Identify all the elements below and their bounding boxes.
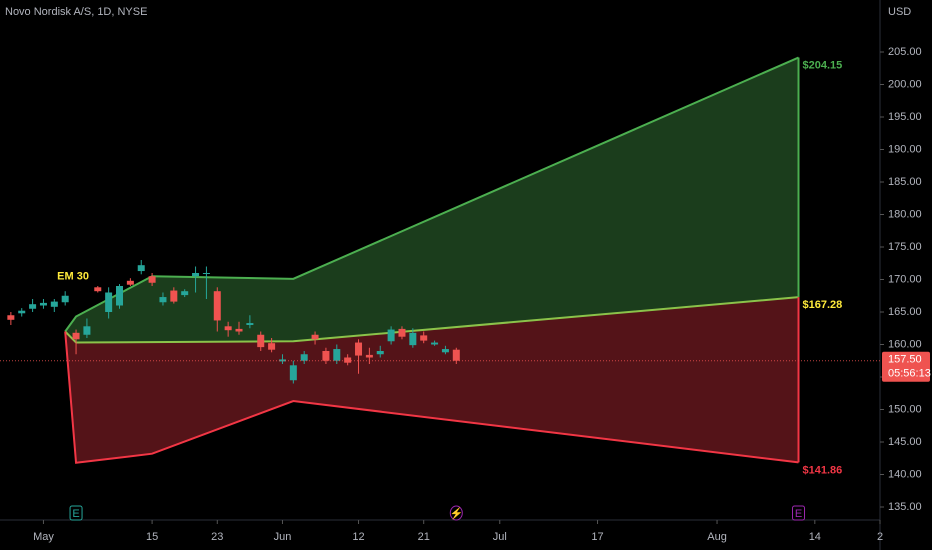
price-tag-countdown: 05:56:13 — [888, 368, 931, 380]
lower-line — [64, 331, 799, 464]
candle-body — [235, 328, 243, 332]
candle-body — [83, 326, 91, 335]
y-tick-label: 195.00 — [888, 111, 922, 123]
y-tick-label: 160.00 — [888, 338, 922, 350]
candle-body — [441, 349, 449, 353]
event-marker — [69, 505, 83, 521]
candle-body — [7, 315, 15, 320]
y-tick-label: 145.00 — [888, 436, 922, 448]
x-tick-label: 2 — [877, 531, 883, 543]
candle-body — [170, 290, 178, 302]
candle-body — [72, 332, 80, 340]
candle-body — [61, 295, 69, 303]
event-label: E — [72, 508, 79, 520]
lower-band-fill — [65, 297, 799, 463]
y-tick-label: 185.00 — [888, 176, 922, 188]
x-tick-label: Jul — [493, 531, 507, 543]
event-marker — [449, 505, 463, 521]
chart-title: Novo Nordisk A/S, 1D, NYSE — [5, 6, 147, 18]
candle-body — [322, 351, 330, 361]
candle-body — [18, 310, 26, 314]
candle-body — [137, 265, 145, 272]
x-tick-label: Jun — [274, 531, 292, 543]
candle-body — [289, 365, 297, 381]
candle-body — [300, 354, 308, 361]
candle-body — [344, 357, 352, 363]
y-tick-label: 205.00 — [888, 46, 922, 58]
candle-body — [246, 323, 254, 325]
x-tick-label: May — [33, 531, 54, 543]
y-tick-label: 165.00 — [888, 306, 922, 318]
candle-body — [94, 287, 102, 292]
y-tick-label: 170.00 — [888, 273, 922, 285]
x-tick-label: 21 — [418, 531, 430, 543]
candle-body — [311, 334, 319, 340]
candle-body — [409, 332, 417, 346]
candle-body — [181, 291, 189, 296]
candle-body — [148, 276, 156, 283]
x-tick-label: 12 — [352, 531, 364, 543]
candle-body — [452, 349, 460, 361]
y-tick-label: 140.00 — [888, 468, 922, 480]
candle-body — [116, 286, 124, 306]
x-tick-label: 23 — [211, 531, 223, 543]
candle-body — [224, 326, 232, 331]
candle-body — [420, 335, 428, 341]
candle-body — [105, 292, 113, 312]
candle-body — [29, 304, 37, 309]
candle-body — [268, 343, 276, 350]
candle-body — [50, 301, 58, 307]
middle-line — [64, 296, 799, 344]
event-marker — [792, 505, 806, 521]
annotation: EM 30 — [57, 270, 89, 282]
x-tick-label: 17 — [591, 531, 603, 543]
event-label: ⚡ — [449, 507, 463, 520]
candle-body — [431, 342, 439, 345]
price-tag — [882, 351, 930, 382]
x-tick-label: 14 — [809, 531, 821, 543]
candle-body — [355, 342, 363, 356]
x-tick-label: 15 — [146, 531, 158, 543]
candle-body — [333, 349, 341, 361]
currency: USD — [888, 6, 911, 18]
middle-end-label: $167.28 — [803, 299, 843, 311]
candle-body — [192, 273, 200, 277]
y-tick-label: 150.00 — [888, 403, 922, 415]
event-label: E — [795, 508, 802, 520]
candle-body — [159, 297, 167, 303]
candle-body — [398, 328, 406, 337]
price-tag-value: 157.50 — [888, 354, 922, 366]
candle-body — [213, 291, 221, 321]
y-tick-label: 180.00 — [888, 208, 922, 220]
cone-layer — [64, 56, 800, 464]
y-tick-label: 135.00 — [888, 501, 922, 513]
candle-layer — [7, 260, 460, 384]
upper-end-label: $204.15 — [803, 59, 843, 71]
candle-body — [257, 334, 265, 348]
y-tick-label: 200.00 — [888, 78, 922, 90]
candle-body — [39, 302, 47, 306]
lower-end-label: $141.86 — [803, 464, 843, 476]
candle-body — [126, 280, 134, 285]
candle-body — [365, 354, 373, 358]
y-tick-label: 175.00 — [888, 241, 922, 253]
upper-band-fill — [65, 57, 799, 343]
candle-body — [202, 273, 210, 274]
x-tick-label: Aug — [707, 531, 727, 543]
candle-body — [376, 351, 384, 355]
candle-body — [387, 329, 395, 342]
y-tick-label: 190.00 — [888, 143, 922, 155]
